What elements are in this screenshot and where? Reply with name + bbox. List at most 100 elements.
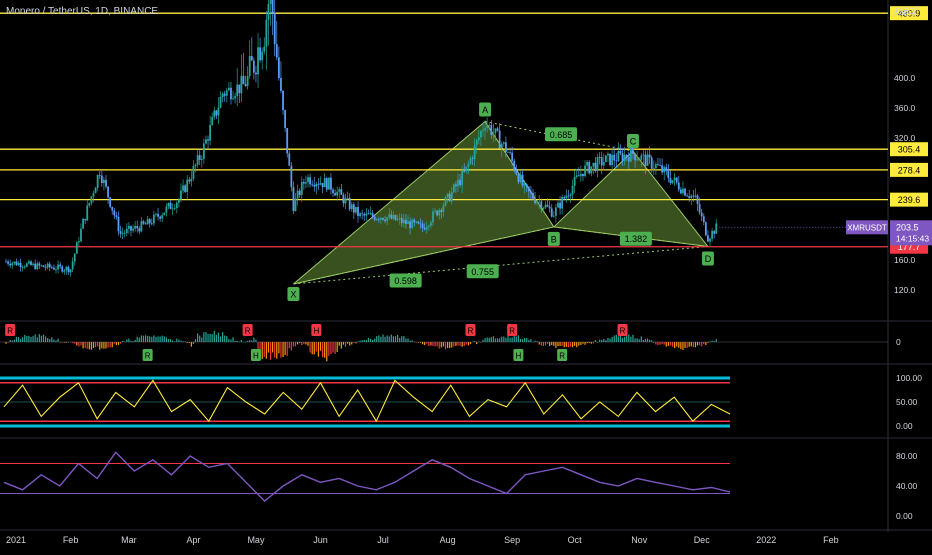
candle-body — [32, 263, 34, 266]
candle-body — [671, 180, 674, 183]
histogram-bar — [65, 342, 68, 343]
pattern-point-badge — [547, 231, 560, 246]
candle-body — [584, 165, 586, 177]
histogram-bar — [134, 339, 136, 342]
histogram-bar — [169, 339, 172, 342]
candle-body — [532, 192, 534, 199]
histogram-bar — [40, 335, 43, 342]
histogram-bar — [186, 342, 188, 343]
histogram-bar — [674, 342, 676, 349]
candle-body — [142, 221, 145, 224]
candle-body — [369, 213, 372, 215]
candle-body — [702, 216, 705, 223]
candle-body — [438, 209, 441, 216]
level-price-label: 439.9 — [898, 9, 921, 19]
histogram-bar — [88, 342, 90, 350]
histogram-bar — [51, 337, 53, 342]
candle-body — [213, 110, 216, 118]
pattern-point-label: A — [482, 105, 488, 115]
candle-body — [9, 263, 12, 266]
candle-body — [430, 222, 432, 226]
histogram-bar — [219, 336, 222, 342]
candle-body — [465, 166, 468, 172]
histogram-bar — [213, 330, 215, 342]
candle-body — [140, 221, 143, 232]
histogram-bar — [686, 342, 688, 349]
histogram-bar — [609, 338, 611, 342]
candle-body — [586, 161, 589, 166]
histogram-bar — [240, 339, 242, 342]
candle-body — [409, 221, 411, 229]
histogram-bar — [149, 336, 151, 342]
histogram-bar — [194, 339, 197, 342]
candle-body — [361, 213, 364, 215]
candle-body — [127, 225, 130, 229]
histogram-bar — [272, 342, 274, 353]
histogram-bar — [665, 342, 667, 347]
histogram-bar — [371, 339, 374, 342]
candle-body — [646, 154, 649, 166]
candle-body — [194, 164, 197, 167]
candle-body — [538, 201, 541, 203]
candle-body — [40, 265, 43, 267]
histogram-bar — [163, 336, 165, 342]
candle-body — [311, 184, 314, 186]
candle-body — [332, 189, 334, 194]
histogram-bar — [442, 342, 445, 347]
time-tick-label: 2022 — [756, 535, 776, 545]
candle-body — [5, 261, 7, 263]
pattern-point-badge — [479, 102, 492, 117]
candle-body — [661, 165, 664, 173]
candle-body — [617, 151, 620, 162]
histogram-bar — [334, 342, 336, 354]
histogram-bar — [667, 342, 669, 346]
pattern-ratio-label: 0.755 — [471, 267, 494, 277]
candle-body — [709, 238, 711, 242]
histogram-bar — [605, 340, 607, 342]
histogram-bar — [669, 342, 672, 346]
histogram-bar — [617, 336, 619, 342]
candle-body — [167, 203, 170, 207]
histogram-bar — [382, 334, 384, 342]
histogram-bar — [434, 342, 436, 347]
candle-body — [42, 265, 45, 268]
candle-body — [682, 188, 684, 194]
candle-body — [673, 177, 676, 181]
histogram-bar — [324, 342, 326, 358]
candle-body — [155, 213, 157, 215]
histogram-bar — [224, 335, 226, 342]
candle-body — [507, 151, 509, 153]
histogram-bar — [84, 342, 86, 348]
candle-body — [359, 213, 361, 217]
signal-badge — [242, 324, 253, 336]
histogram-bar — [24, 334, 26, 342]
candle-body — [11, 263, 14, 266]
candle-body — [477, 137, 480, 140]
candle-body — [184, 185, 187, 192]
histogram-bar — [336, 342, 338, 353]
pattern-point-badge — [287, 287, 300, 301]
histogram-bar — [209, 333, 211, 342]
candle-body — [261, 51, 264, 61]
histogram-bar — [274, 342, 276, 358]
histogram-bar — [507, 334, 509, 342]
signal-label: R — [145, 352, 151, 361]
histogram-bar — [159, 336, 161, 342]
price-tick-label: 440.0 — [894, 8, 916, 18]
candle-body — [298, 190, 301, 195]
candle-body — [325, 178, 328, 190]
candle-body — [236, 84, 239, 97]
candle-body — [125, 228, 128, 234]
candle-body — [132, 228, 134, 231]
histogram-bar — [76, 342, 78, 346]
histogram-bar — [284, 342, 286, 355]
candle-body — [446, 193, 449, 198]
candle-body — [459, 179, 461, 186]
histogram-bar — [122, 340, 124, 342]
histogram-bar — [59, 342, 61, 343]
histogram-bar — [211, 334, 213, 342]
candle-body — [688, 196, 691, 198]
candle-body — [482, 130, 484, 132]
